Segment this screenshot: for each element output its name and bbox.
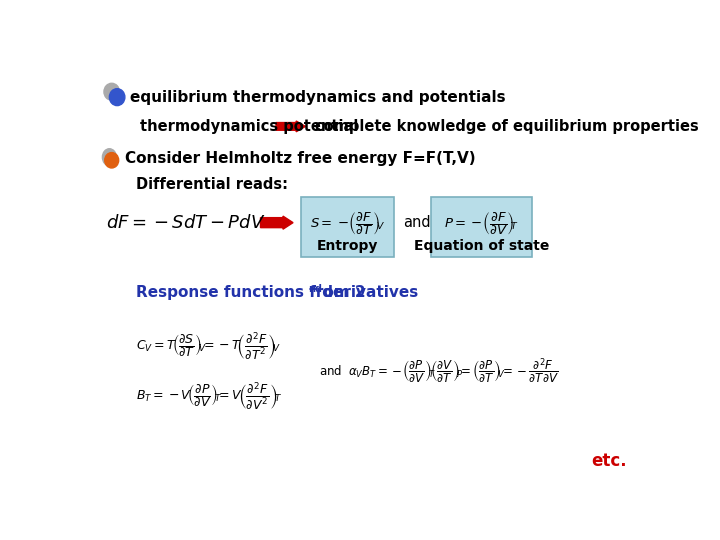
Text: Entropy: Entropy [317,239,378,253]
FancyBboxPatch shape [431,197,532,257]
FancyArrow shape [276,121,305,132]
Text: nd: nd [307,284,322,294]
Text: $C_V = T\!\left(\dfrac{\partial S}{\partial T}\right)_{\!\!V}\!\! = -T\!\left(\d: $C_V = T\!\left(\dfrac{\partial S}{\part… [137,330,282,362]
Text: $B_T = -V\!\left(\dfrac{\partial P}{\partial V}\right)_{\!\!T}\!\! = V\!\left(\d: $B_T = -V\!\left(\dfrac{\partial P}{\par… [137,380,283,412]
Ellipse shape [102,148,117,166]
FancyBboxPatch shape [301,197,394,257]
Ellipse shape [104,83,120,100]
Text: $\mathit{dF} = -\mathit{SdT} - \mathit{PdV}$: $\mathit{dF} = -\mathit{SdT} - \mathit{P… [106,214,265,232]
Text: Consider Helmholtz free energy F=F(T,V): Consider Helmholtz free energy F=F(T,V) [125,151,475,166]
Text: $S = -\!\left(\dfrac{\partial F}{\partial T}\right)_{\!\!V}$: $S = -\!\left(\dfrac{\partial F}{\partia… [310,210,385,237]
Text: $P = -\!\left(\dfrac{\partial F}{\partial V}\right)_{\!\!T}$: $P = -\!\left(\dfrac{\partial F}{\partia… [444,210,519,237]
Text: complete knowledge of equilibrium properties: complete knowledge of equilibrium proper… [315,119,698,134]
Ellipse shape [104,153,119,168]
Text: derivatives: derivatives [317,285,418,300]
Text: and $\;\alpha_V B_T = -\!\left(\dfrac{\partial P}{\partial V}\right)_{\!\!T}\!\!: and $\;\alpha_V B_T = -\!\left(\dfrac{\p… [319,356,559,386]
Text: Differential reads:: Differential reads: [137,177,289,192]
Text: thermodynamics potential: thermodynamics potential [140,119,359,134]
Ellipse shape [109,89,125,106]
Text: Response functions from 2: Response functions from 2 [137,285,366,300]
Text: equilibrium thermodynamics and potentials: equilibrium thermodynamics and potential… [130,90,506,105]
Text: etc.: etc. [591,453,627,470]
FancyArrow shape [261,216,293,229]
Text: and: and [403,215,431,230]
Text: Equation of state: Equation of state [414,239,549,253]
